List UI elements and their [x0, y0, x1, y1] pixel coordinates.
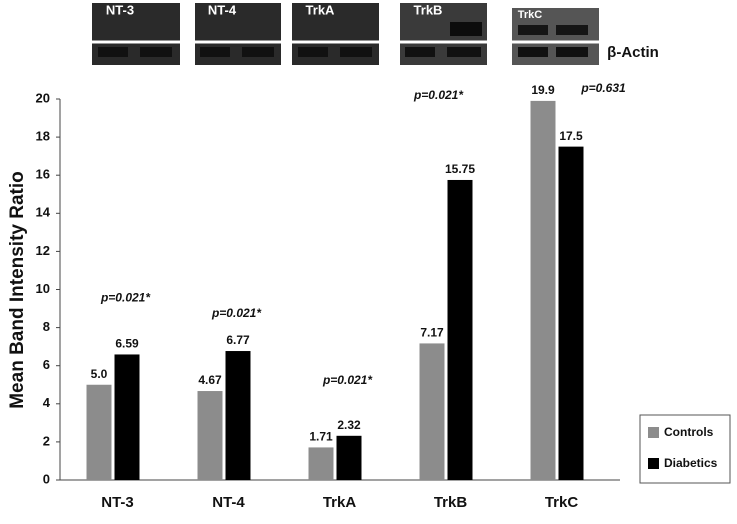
- y-tick-label: 12: [36, 243, 50, 258]
- y-tick-label: 0: [43, 471, 50, 486]
- y-tick-label: 20: [36, 90, 50, 105]
- y-tick-label: 18: [36, 129, 50, 144]
- x-tick-label: NT-4: [212, 494, 245, 511]
- annotation: p=0.631: [580, 81, 626, 95]
- y-tick-label: 4: [43, 395, 51, 410]
- band: [340, 47, 372, 57]
- band: [200, 47, 230, 57]
- blot-label: TrkB: [414, 2, 443, 17]
- x-tick-label: TrkA: [323, 494, 357, 511]
- x-tick-label: NT-3: [101, 494, 134, 511]
- x-tick-label: TrkC: [545, 494, 579, 511]
- value-label: 17.5: [559, 129, 583, 143]
- legend: [639, 414, 731, 484]
- value-label: 19.9: [531, 83, 555, 97]
- value-label: 4.67: [198, 373, 222, 387]
- annotation: p=0.021*: [100, 291, 151, 305]
- bar: [197, 391, 223, 480]
- y-axis-label: Mean Band Intensity Ratio: [7, 171, 28, 409]
- bar: [336, 435, 362, 480]
- band: [518, 47, 548, 57]
- annotation: p=0.021*: [413, 88, 464, 102]
- value-label: 1.71: [309, 430, 333, 444]
- y-tick-label: 8: [43, 319, 50, 334]
- y-tick-label: 16: [36, 167, 50, 182]
- blots: [90, 3, 600, 65]
- band: [556, 25, 588, 35]
- legend-swatch: [648, 427, 659, 438]
- legend-label: Controls: [664, 425, 714, 439]
- bar: [86, 384, 112, 480]
- y-tick-label: 14: [36, 205, 51, 220]
- value-label: 15.75: [445, 162, 475, 176]
- band: [242, 47, 274, 57]
- blot-label: TrkA: [306, 2, 336, 17]
- band: [518, 25, 548, 35]
- bar: [225, 351, 251, 480]
- y-tick-label: 10: [36, 281, 50, 296]
- blot-label: NT-3: [106, 2, 134, 17]
- y-tick-label: 6: [43, 357, 50, 372]
- band: [298, 47, 328, 57]
- value-label: 5.0: [91, 367, 108, 381]
- band: [556, 47, 588, 57]
- value-label: 2.32: [337, 418, 361, 432]
- band: [450, 22, 482, 36]
- annotation: p=0.021*: [211, 306, 262, 320]
- legend-swatch: [648, 458, 659, 469]
- blot-label: NT-4: [208, 2, 237, 17]
- band: [405, 47, 435, 57]
- value-label: 7.17: [420, 326, 444, 340]
- y-tick-label: 2: [43, 433, 50, 448]
- band: [140, 47, 172, 57]
- bar: [419, 343, 445, 480]
- value-label: 6.59: [115, 337, 139, 351]
- bar: [558, 146, 584, 480]
- legend-label: Diabetics: [664, 456, 718, 470]
- bar: [447, 179, 473, 480]
- bar: [114, 354, 140, 480]
- x-tick-label: TrkB: [434, 494, 468, 511]
- blot-label: TrkC: [518, 9, 543, 21]
- bar: [308, 447, 334, 480]
- annotation: p=0.021*: [322, 373, 373, 387]
- bar: [530, 100, 556, 480]
- band: [447, 47, 481, 57]
- blot-reference-label: β-Actin: [607, 44, 659, 61]
- band: [98, 47, 128, 57]
- value-label: 6.77: [226, 333, 250, 347]
